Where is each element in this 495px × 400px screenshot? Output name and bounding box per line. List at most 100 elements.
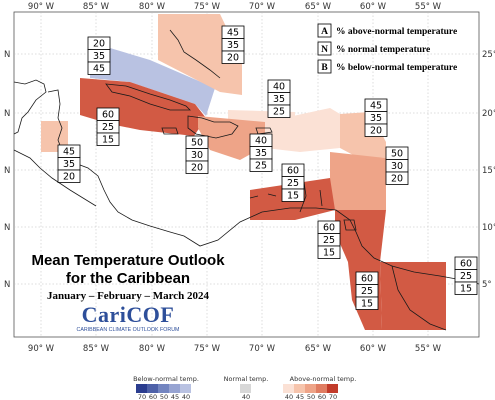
map-subtitle: January – February – March 2024 — [47, 290, 210, 302]
map-title-line1: Mean Temperature Outlook — [31, 252, 225, 269]
prob-cell — [221, 50, 245, 64]
zone-belize — [41, 121, 68, 152]
prob-below: 15 — [460, 284, 472, 295]
colorbar-tick-label: 60 — [318, 393, 326, 400]
colorbar-normal-label: Normal temp. — [224, 375, 269, 383]
lon-label-bottom: 70° W — [249, 344, 276, 354]
colorbar-tick-label: 50 — [160, 393, 168, 400]
prob-cell — [96, 132, 120, 146]
prob-below: 20 — [191, 163, 203, 174]
lat-label: 15° N — [482, 166, 495, 176]
colorbar-tick-label: 45 — [296, 393, 304, 400]
lon-label-top: 80° W — [139, 2, 166, 12]
map-title-line2: for the Caribbean — [66, 270, 190, 287]
lat-label: 5° N — [482, 280, 495, 290]
prob-normal: 35 — [370, 113, 382, 124]
colorbar-above-label: Above-normal temp. — [290, 375, 357, 383]
prob-normal: 35 — [255, 148, 267, 159]
lon-label-top: 85° W — [83, 2, 110, 12]
prob-above: 50 — [191, 138, 203, 149]
probability-key: A % above-normal temperature N % normal … — [317, 23, 457, 74]
lon-label-bottom: 65° W — [305, 344, 332, 354]
colorbar-tick-label: 45 — [171, 393, 179, 400]
colorbar-swatch — [305, 384, 316, 393]
lat-label: 20° N — [482, 109, 495, 119]
prob-above: 60 — [102, 110, 114, 121]
lon-label-top: 70° W — [249, 2, 276, 12]
lat-label-left: N — [4, 50, 10, 60]
prob-above: 45 — [63, 147, 75, 158]
lon-label-bottom: 55° W — [415, 344, 442, 354]
key-text-a: % above-normal temperature — [336, 27, 457, 37]
colorbar-tick-label: 40 — [285, 393, 293, 400]
key-text-n: % normal temperature — [336, 45, 430, 55]
prob-above: 60 — [287, 166, 299, 177]
prob-normal: 30 — [191, 150, 203, 161]
longitude-labels-top: 90° W 85° W 80° W 75° W 70° W 65° W 60° … — [28, 2, 442, 12]
prob-cell — [317, 245, 341, 259]
colorbar-swatch — [169, 384, 180, 393]
prob-cell — [385, 171, 409, 185]
colorbar-swatch — [316, 384, 327, 393]
prob-below: 20 — [227, 53, 239, 64]
prob-below: 15 — [287, 191, 299, 202]
lon-label-top: 55° W — [415, 2, 442, 12]
key-box-a — [317, 23, 332, 38]
prob-normal: 25 — [323, 235, 335, 246]
prob-cell — [355, 296, 379, 310]
logo-tagline: CARIBBEAN CLIMATE OUTLOOK FORUM — [77, 327, 180, 333]
caricof-logo: CariCOF CARIBBEAN CLIMATE OUTLOOK FORUM — [77, 302, 180, 333]
prob-below: 15 — [361, 299, 373, 310]
prob-above: 20 — [93, 39, 105, 50]
lon-label-bottom: 90° W — [28, 344, 55, 354]
lon-label-top: 60° W — [360, 2, 387, 12]
probability-boxes: 4535202035456025154535205030204035254035… — [57, 25, 478, 310]
zone-trinidad-tobago — [335, 210, 386, 262]
lat-label: 25° N — [482, 50, 495, 60]
prob-above: 45 — [370, 101, 382, 112]
lon-label-top: 65° W — [305, 2, 332, 12]
prob-above: 60 — [361, 274, 373, 285]
latitude-labels-left: N N N N N — [4, 50, 10, 290]
logo-wordmark: CariCOF — [82, 302, 175, 327]
prob-cell — [87, 61, 111, 75]
prob-normal: 30 — [391, 161, 403, 172]
coastlines — [13, 29, 480, 331]
lon-label-bottom: 75° W — [194, 344, 221, 354]
latitude-labels-right: 25° N 20° N 15° N 10° N 5° N — [482, 50, 495, 290]
colorbar-swatch — [158, 384, 169, 393]
colorbar-tick-label: 70 — [138, 393, 146, 400]
prob-below: 15 — [323, 248, 335, 259]
colorbar: Below-normal temp. Normal temp. Above-no… — [133, 375, 356, 400]
colorbar-tick-label: 40 — [182, 393, 190, 400]
prob-cell — [267, 104, 291, 118]
colorbar-below-label: Below-normal temp. — [133, 375, 199, 383]
prob-normal: 25 — [361, 286, 373, 297]
zone-hispaniola — [198, 116, 265, 160]
prob-normal: 35 — [93, 51, 105, 62]
prob-normal: 35 — [227, 40, 239, 51]
lon-label-bottom: 60° W — [360, 344, 387, 354]
colorbar-swatch — [240, 384, 251, 393]
colorbar-tick-label: 40 — [242, 393, 250, 400]
prob-above: 40 — [273, 82, 285, 93]
zone-puerto-rico — [265, 108, 340, 152]
prob-below: 20 — [370, 126, 382, 137]
zone-northwest-caribbean — [90, 42, 215, 116]
lat-label-left: N — [4, 280, 10, 290]
prob-normal: 35 — [273, 94, 285, 105]
prob-below: 45 — [93, 64, 105, 75]
prob-below: 20 — [391, 174, 403, 185]
lon-label-top: 90° W — [28, 2, 55, 12]
zone-windward-islands — [330, 152, 386, 210]
prob-normal: 35 — [63, 159, 75, 170]
